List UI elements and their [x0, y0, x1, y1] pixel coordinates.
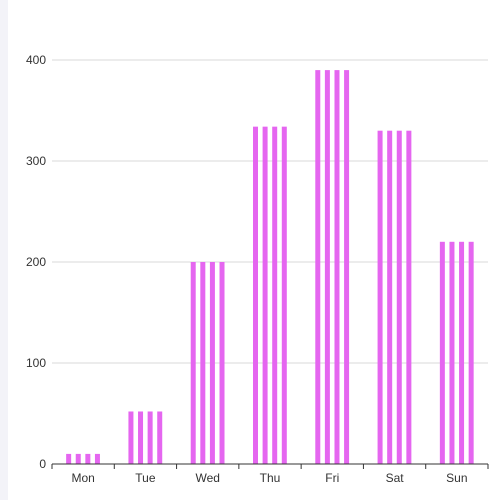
bar-stripe — [324, 70, 330, 464]
bar-stripe — [157, 411, 163, 464]
bar-wed[interactable] — [190, 262, 225, 464]
grid-lines — [52, 59, 488, 364]
x-tick-label: Wed — [195, 471, 219, 485]
y-tick-labels: 0 100 200 300 400 — [26, 53, 46, 471]
bar-stripe — [334, 70, 340, 464]
bar-stripe — [128, 411, 134, 464]
bar-mon[interactable] — [66, 453, 100, 464]
bar-stripe — [85, 453, 91, 464]
x-tick-label: Sun — [446, 471, 467, 485]
y-tick-label: 0 — [39, 457, 46, 471]
bar-stripe — [138, 411, 144, 464]
bar-stripe — [209, 262, 215, 464]
bar-stripe — [75, 453, 81, 464]
bar-stripe — [253, 126, 258, 464]
bar-stripe — [459, 241, 465, 464]
bar-stripe — [387, 130, 393, 464]
axes — [51, 463, 489, 469]
y-tick-label: 100 — [26, 356, 46, 370]
bar-stripe — [262, 126, 268, 464]
bar-chart: 0 100 200 300 400 Mon Tue Wed Thu Fri Sat Sun — [26, 53, 489, 485]
bar-sun[interactable] — [439, 241, 474, 464]
bar-stripe — [147, 411, 153, 464]
y-tick-label: 300 — [26, 154, 46, 168]
x-tick-label: Sat — [386, 471, 405, 485]
bar-stripe — [94, 453, 100, 464]
bar-stripe — [200, 262, 206, 464]
x-tick-label: Thu — [260, 471, 281, 485]
x-tick-labels: Mon Tue Wed Thu Fri Sat Sun — [71, 471, 467, 485]
bar-stripe — [439, 241, 445, 464]
bar-stripe — [315, 70, 321, 464]
bar-stripe — [377, 130, 383, 464]
bar-stripe — [66, 453, 72, 464]
bar-sat[interactable] — [377, 130, 412, 464]
bar-stripe — [281, 126, 287, 464]
chart-panel: 0 100 200 300 400 Mon Tue Wed Thu Fri Sat Sun — [8, 0, 500, 500]
x-tick-label: Fri — [325, 471, 339, 485]
x-tick-label: Tue — [135, 471, 156, 485]
bar-stripe — [344, 70, 350, 464]
y-tick-label: 200 — [26, 255, 46, 269]
bars — [66, 70, 474, 464]
bar-fri[interactable] — [315, 70, 350, 464]
bar-stripe — [190, 262, 196, 464]
x-tick-label: Mon — [71, 471, 94, 485]
bar-stripe — [406, 130, 412, 464]
bar-tue[interactable] — [128, 411, 163, 464]
bar-thu[interactable] — [253, 126, 287, 464]
bar-stripe — [272, 126, 278, 464]
bar-stripe — [468, 241, 474, 464]
y-tick-label: 400 — [26, 53, 46, 67]
bar-stripe — [219, 262, 225, 464]
bar-stripe — [449, 241, 455, 464]
bar-stripe — [396, 130, 402, 464]
